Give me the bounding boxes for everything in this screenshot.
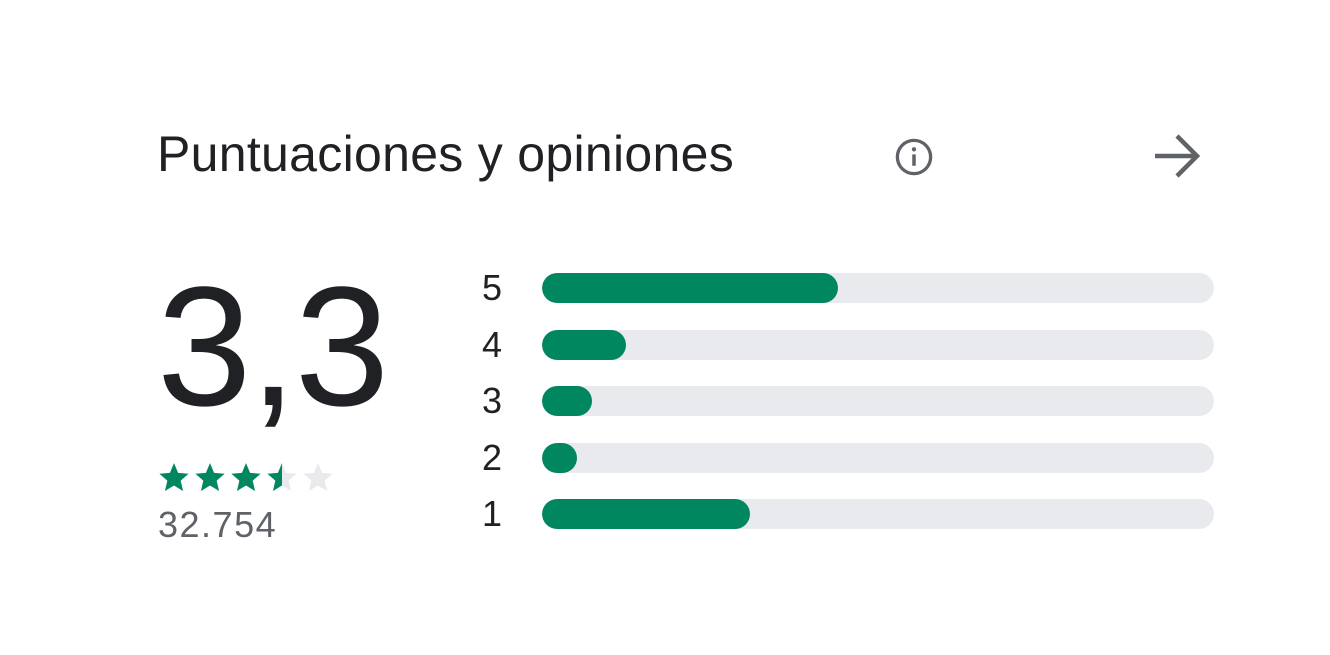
histogram-label: 4: [482, 323, 503, 365]
histogram-track: [542, 499, 1214, 529]
histogram-label: 2: [482, 436, 503, 478]
review-count: 32.754: [158, 504, 278, 545]
star-full-icon: [195, 463, 225, 492]
histogram-label: 3: [482, 380, 503, 421]
section-title: Puntuaciones y opiniones: [157, 126, 735, 182]
rating-summary: 3,3 32.754: [157, 262, 417, 562]
histogram-bar-fill: [542, 386, 593, 416]
info-circle-icon[interactable]: [893, 136, 935, 178]
histogram-track: [542, 273, 1214, 303]
histogram-bar-fill: [542, 273, 838, 303]
histogram-track: [542, 329, 1214, 360]
histogram-bar-fill: [542, 329, 626, 360]
histogram-row-2: 2: [482, 436, 1222, 478]
arrow-forward-icon[interactable]: [1147, 128, 1207, 184]
histogram-label: 5: [482, 267, 503, 308]
star-half-icon: [267, 463, 297, 492]
histogram-bar-fill: [542, 499, 751, 529]
histogram-row-1: 1: [482, 494, 1222, 534]
histogram-label: 1: [482, 493, 503, 534]
star-rating: [157, 460, 335, 496]
ratings-header: Puntuaciones y opiniones: [157, 118, 1207, 190]
star-full-icon: [231, 463, 261, 492]
histogram-row-5: 5: [482, 268, 1222, 308]
star-empty-icon: [303, 463, 333, 492]
rating-histogram: 5 4 3 2 1: [482, 268, 1222, 538]
histogram-track: [542, 386, 1214, 416]
average-rating: 3,3: [157, 252, 389, 442]
histogram-bar-fill: [542, 442, 577, 473]
star-full-icon: [159, 463, 189, 492]
histogram-track: [542, 442, 1214, 473]
histogram-row-4: 4: [482, 323, 1222, 365]
histogram-row-3: 3: [482, 381, 1222, 421]
